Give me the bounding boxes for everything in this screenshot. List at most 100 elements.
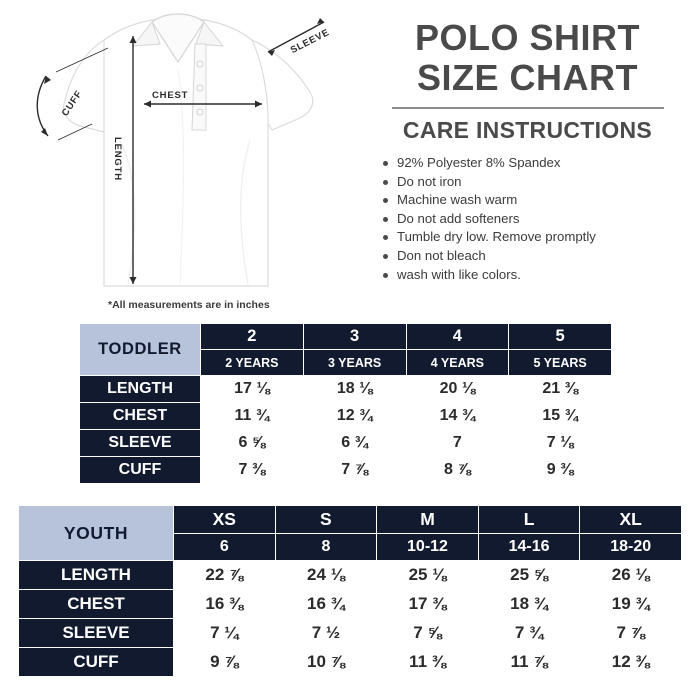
youth-cell: 19 ¾ xyxy=(579,589,682,619)
toddler-cell: 7 ⅞ xyxy=(302,456,407,484)
table-row: CUFF 7 ⅜ 7 ⅞ 8 ⅞ 9 ⅜ xyxy=(79,456,612,484)
youth-size-table-block: YOUTH XS S M L XL 6 8 10-12 14-16 18-20 … xyxy=(18,505,682,677)
table-row: SLEEVE 7 ¼ 7 ½ 7 ⅝ 7 ¾ 7 ⅞ xyxy=(18,618,682,648)
youth-cell: 26 ⅛ xyxy=(579,560,682,590)
list-item: Do not iron xyxy=(383,173,700,192)
toddler-cell: 17 ⅛ xyxy=(200,375,304,403)
table-row: TODDLER 2 3 4 5 xyxy=(79,323,612,376)
youth-cell: 10 ⅞ xyxy=(274,647,378,677)
youth-row-label: SLEEVE xyxy=(18,618,174,648)
polo-shirt-graphic xyxy=(36,13,325,287)
youth-cell: 12 ⅜ xyxy=(579,647,682,677)
youth-cell: 7 ⅞ xyxy=(579,618,682,648)
toddler-cell: 21 ⅜ xyxy=(508,375,612,403)
youth-cell: 7 ¼ xyxy=(173,618,276,648)
toddler-cell: 11 ¾ xyxy=(200,402,304,430)
list-item: 92% Polyester 8% Spandex xyxy=(383,154,700,173)
toddler-cell: 7 ⅛ xyxy=(508,429,612,457)
youth-cell: 25 ⅛ xyxy=(376,560,479,590)
youth-cell: 16 ¾ xyxy=(274,589,378,619)
toddler-cell: 7 xyxy=(405,429,510,457)
toddler-cell: 7 ⅜ xyxy=(200,456,304,484)
toddler-row-label: SLEEVE xyxy=(79,429,201,457)
youth-size-table: YOUTH XS S M L XL 6 8 10-12 14-16 18-20 … xyxy=(18,505,682,677)
list-item: Machine wash warm xyxy=(383,191,700,210)
care-instructions-title: CARE INSTRUCTIONS xyxy=(402,117,653,143)
youth-brand-label: YOUTH xyxy=(18,505,174,561)
text-pane: POLO SHIRT SIZE CHART CARE INSTRUCTIONS … xyxy=(355,0,700,320)
table-row: CUFF 9 ⅞ 10 ⅞ 11 ⅜ 11 ⅞ 12 ⅜ xyxy=(18,647,682,677)
table-row: SLEEVE 6 ⅝ 6 ¾ 7 7 ⅛ xyxy=(79,429,612,457)
length-label: LENGTH xyxy=(112,137,123,181)
toddler-age-header: 5 YEARS xyxy=(508,349,612,376)
table-row: 2 YEARS 3 YEARS 4 YEARS 5 YEARS xyxy=(80,349,612,376)
toddler-cell: 20 ⅛ xyxy=(405,375,510,403)
toddler-row-label: LENGTH xyxy=(79,375,201,403)
list-item: Tumble dry low. Remove promptly xyxy=(383,228,700,247)
toddler-cell: 6 ¾ xyxy=(302,429,407,457)
toddler-age-header: 2 YEARS xyxy=(200,349,304,376)
measurement-footnote: *All measurements are in inches xyxy=(108,299,270,311)
youth-cell: 25 ⅝ xyxy=(477,560,581,590)
youth-age-header: 6 xyxy=(173,533,276,561)
table-row: YOUTH XS S M L XL xyxy=(18,505,682,561)
list-item: Don not bleach xyxy=(383,247,700,266)
shirt-illustration-pane: CHEST SLEEVE CUFF LENGTH *All measuremen… xyxy=(0,0,355,320)
toddler-cell: 12 ¾ xyxy=(302,402,407,430)
toddler-size-table: TODDLER 2 3 4 5 2 YEARS 3 YEARS 4 YEARS … xyxy=(79,323,612,484)
toddler-size-header: 3 xyxy=(302,323,407,350)
youth-age-header: 8 xyxy=(274,533,378,561)
youth-cell: 7 ⅝ xyxy=(376,618,479,648)
youth-age-header: 18-20 xyxy=(579,533,682,561)
youth-cell: 11 ⅞ xyxy=(477,647,581,677)
youth-cell: 7 ½ xyxy=(274,618,378,648)
youth-cell: 22 ⅞ xyxy=(173,560,276,590)
youth-row-label: CUFF xyxy=(18,647,174,677)
title-divider xyxy=(391,107,664,109)
toddler-cell: 15 ¾ xyxy=(508,402,612,430)
youth-size-header: L xyxy=(477,505,581,534)
youth-size-header: S xyxy=(274,505,378,534)
header-section: CHEST SLEEVE CUFF LENGTH *All measuremen… xyxy=(0,0,700,320)
toddler-size-header: 4 xyxy=(405,323,510,350)
list-item: wash with like colors. xyxy=(383,266,700,285)
table-row: CHEST 16 ⅜ 16 ¾ 17 ⅜ 18 ¾ 19 ¾ xyxy=(18,589,682,619)
toddler-age-header: 3 YEARS xyxy=(302,349,407,376)
youth-cell: 9 ⅞ xyxy=(173,647,276,677)
youth-cell: 17 ⅜ xyxy=(376,589,479,619)
page-title-line1: POLO SHIRT xyxy=(414,17,640,58)
youth-size-header: M xyxy=(376,505,479,534)
youth-age-header: 10-12 xyxy=(376,533,479,561)
toddler-size-header: 5 xyxy=(508,323,612,350)
toddler-cell: 9 ⅜ xyxy=(508,456,612,484)
chest-label: CHEST xyxy=(152,90,189,101)
table-row: LENGTH 22 ⅞ 24 ⅛ 25 ⅛ 25 ⅝ 26 ⅛ xyxy=(18,560,682,590)
toddler-brand-label: TODDLER xyxy=(79,323,201,376)
shirt-illustration: CHEST SLEEVE CUFF LENGTH xyxy=(0,0,355,300)
list-item: Do not add softeners xyxy=(383,210,700,229)
youth-cell: 7 ¾ xyxy=(477,618,581,648)
toddler-age-header: 4 YEARS xyxy=(405,349,510,376)
youth-row-label: LENGTH xyxy=(18,560,174,590)
toddler-row-label: CUFF xyxy=(79,456,201,484)
toddler-row-label: CHEST xyxy=(79,402,201,430)
youth-age-header: 14-16 xyxy=(477,533,581,561)
care-instructions-list: 92% Polyester 8% Spandex Do not iron Mac… xyxy=(355,154,700,284)
youth-row-label: CHEST xyxy=(18,589,174,619)
table-row: CHEST 11 ¾ 12 ¾ 14 ¾ 15 ¾ xyxy=(79,402,612,430)
table-row: LENGTH 17 ⅛ 18 ⅛ 20 ⅛ 21 ⅜ xyxy=(79,375,612,403)
toddler-cell: 6 ⅝ xyxy=(200,429,304,457)
youth-size-header: XL xyxy=(579,505,682,534)
table-row: 6 8 10-12 14-16 18-20 xyxy=(19,533,682,561)
page-title-line2: SIZE CHART xyxy=(417,57,638,98)
toddler-cell: 8 ⅞ xyxy=(405,456,510,484)
youth-cell: 11 ⅜ xyxy=(376,647,479,677)
toddler-size-header: 2 xyxy=(200,323,304,350)
toddler-cell: 14 ¾ xyxy=(405,402,510,430)
youth-cell: 16 ⅜ xyxy=(173,589,276,619)
toddler-cell: 18 ⅛ xyxy=(302,375,407,403)
youth-size-header: XS xyxy=(173,505,276,534)
youth-cell: 24 ⅛ xyxy=(274,560,378,590)
toddler-size-table-block: TODDLER 2 3 4 5 2 YEARS 3 YEARS 4 YEARS … xyxy=(79,323,612,484)
youth-cell: 18 ¾ xyxy=(477,589,581,619)
